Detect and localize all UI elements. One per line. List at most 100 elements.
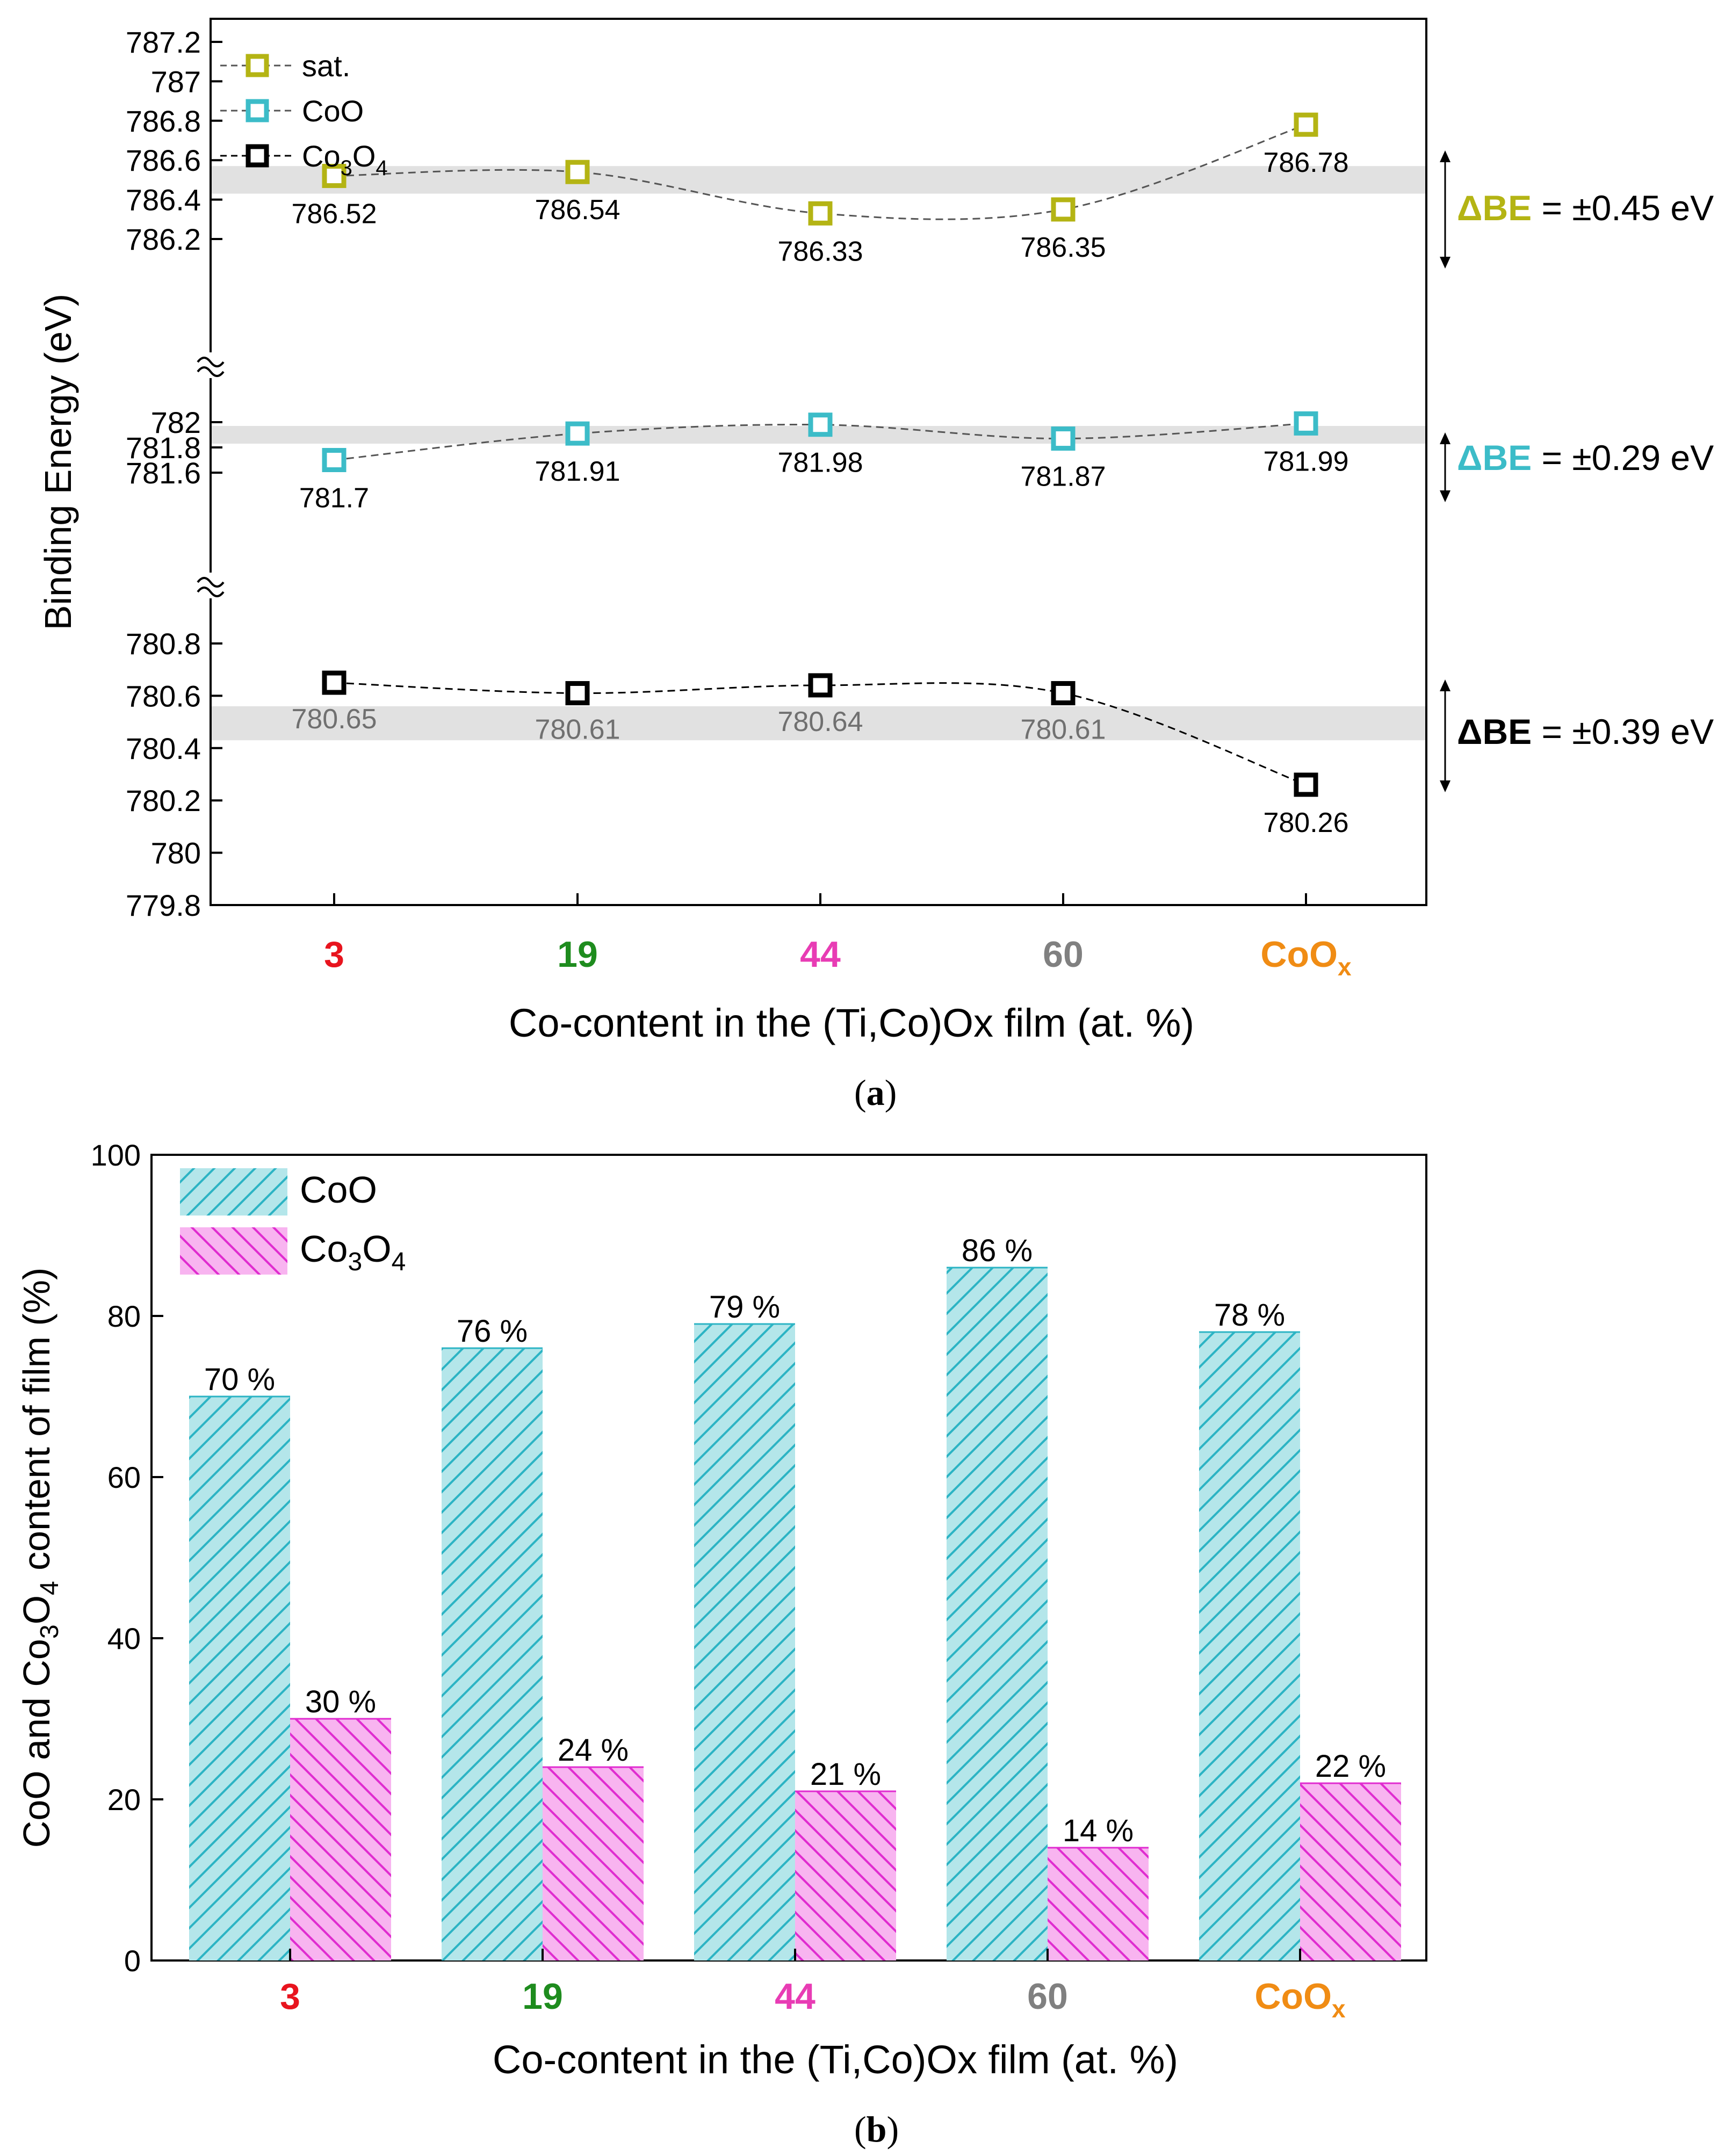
- y-tick-label: 786.6: [126, 143, 201, 177]
- data-label-CoO: 781.98: [777, 447, 863, 479]
- bar-label-CoO: 70 %: [204, 1362, 275, 1397]
- bar-label-CoO: 86 %: [962, 1233, 1033, 1268]
- y-axis-title: CoO and Co3O4 content of film (%): [16, 1268, 64, 1848]
- bar-CoO: [442, 1348, 543, 1960]
- y-tick-label: 780: [151, 836, 201, 870]
- data-label-Co3O4: 780.61: [535, 714, 620, 746]
- y-tick-label: 787.2: [126, 25, 201, 59]
- delta-annotation: ΔBE = ±0.45 eV: [1457, 188, 1714, 228]
- marker-CoO: [322, 448, 347, 472]
- data-label-CoO: 781.7: [299, 483, 369, 514]
- data-label-sat.: 786.78: [1263, 147, 1348, 178]
- marker-sat.: [1051, 197, 1076, 222]
- x-category-label: 19: [557, 934, 598, 975]
- bar-Co3O4: [1300, 1783, 1401, 1960]
- band-Co3O4: [212, 706, 1425, 741]
- bar-label-Co3O4: 21 %: [810, 1757, 881, 1792]
- delta-arrow-head: [1440, 432, 1450, 444]
- data-label-Co3O4: 780.64: [777, 706, 863, 737]
- data-label-Co3O4: 780.65: [291, 704, 377, 735]
- legend-marker-sat.: [246, 54, 269, 77]
- panel-label-a: (a): [854, 1072, 897, 1113]
- delta-annotation: ΔBE = ±0.29 eV: [1457, 438, 1714, 477]
- band-sat.: [212, 166, 1425, 194]
- chart-b: 0 20 40 60 80 100 70 % 76 % 79 % 86 % 78 % 30 % 24 %…: [16, 1138, 1427, 2082]
- legend-label-CoO: CoO: [300, 1169, 377, 1211]
- legend-marker-Co3O4: [246, 144, 269, 168]
- delta-arrow-head: [1440, 257, 1450, 269]
- bar-label-CoO: 78 %: [1214, 1298, 1285, 1333]
- axis-break-mark: [197, 366, 225, 377]
- data-label-Co3O4: 780.61: [1020, 714, 1106, 746]
- y-tick-label: 780.2: [126, 784, 201, 817]
- panel-label-b: (b): [854, 2109, 899, 2150]
- y-tick-label: 0: [124, 1944, 141, 1978]
- delta-arrow-head: [1440, 780, 1450, 792]
- legend-label-Co3O4: Co3O4: [302, 139, 388, 180]
- marker-Co3O4: [808, 673, 833, 698]
- series-line-sat.: [334, 124, 1307, 220]
- x-axis-title: Co-content in the (Ti,Co)Ox film (at. %): [493, 2037, 1178, 2082]
- x-category-label: CoOx: [1254, 1976, 1346, 2023]
- data-label-Co3O4: 780.26: [1263, 807, 1348, 838]
- marker-CoO: [1294, 411, 1318, 436]
- bar-label-CoO: 79 %: [709, 1290, 780, 1325]
- x-category-label: 44: [800, 934, 841, 975]
- x-category-label: CoOx: [1260, 934, 1352, 981]
- bar-Co3O4: [795, 1791, 896, 1960]
- bar-label-Co3O4: 22 %: [1315, 1749, 1386, 1784]
- bar-Co3O4: [290, 1719, 391, 1960]
- bar-CoO: [694, 1324, 795, 1960]
- legend-swatch-CoO: [180, 1168, 287, 1216]
- marker-Co3O4: [1051, 681, 1076, 706]
- delta-arrow-head: [1440, 490, 1450, 502]
- marker-Co3O4: [322, 670, 347, 695]
- y-tick-label: 40: [107, 1622, 141, 1655]
- bar-CoO: [189, 1397, 290, 1960]
- chart-a: 786.2786.4786.6786.8787787.2781.6781.878…: [37, 18, 1714, 1045]
- y-tick-label: 786.2: [126, 222, 201, 256]
- y-tick-label: 100: [91, 1138, 141, 1172]
- bar-label-Co3O4: 30 %: [305, 1684, 376, 1719]
- bar-Co3O4: [1048, 1848, 1149, 1960]
- bar-CoO: [1199, 1332, 1300, 1960]
- y-tick-label: 786.8: [126, 104, 201, 138]
- y-tick-label: 780.4: [126, 732, 201, 765]
- data-label-CoO: 781.91: [535, 456, 620, 487]
- x-category-label: 60: [1043, 934, 1084, 975]
- data-label-sat.: 786.35: [1020, 232, 1106, 263]
- data-label-sat.: 786.52: [291, 199, 377, 230]
- marker-Co3O4: [1294, 772, 1318, 797]
- x-category-label: 44: [775, 1976, 816, 2017]
- marker-CoO: [808, 413, 833, 437]
- y-tick-label: 779.8: [126, 888, 201, 922]
- y-tick-label: 781.6: [126, 456, 201, 490]
- bar-label-Co3O4: 24 %: [558, 1733, 629, 1768]
- y-tick-label: 80: [107, 1299, 141, 1333]
- bar-label-CoO: 76 %: [457, 1314, 528, 1349]
- delta-arrow-head: [1440, 679, 1450, 691]
- data-label-CoO: 781.99: [1263, 446, 1348, 477]
- legend-label-CoO: CoO: [302, 94, 364, 128]
- marker-CoO: [565, 421, 590, 446]
- data-label-sat.: 786.33: [777, 236, 863, 267]
- marker-CoO: [1051, 426, 1076, 451]
- y-tick-label: 786.4: [126, 183, 201, 217]
- data-label-sat.: 786.54: [535, 194, 620, 226]
- axis-break-mark: [197, 357, 225, 367]
- marker-sat.: [1294, 112, 1318, 137]
- marker-sat.: [565, 160, 590, 184]
- delta-arrow-head: [1440, 150, 1450, 162]
- y-tick-label: 20: [107, 1783, 141, 1817]
- bar-CoO: [947, 1268, 1048, 1960]
- axis-break-mark: [197, 577, 225, 588]
- delta-annotation: ΔBE = ±0.39 eV: [1457, 712, 1714, 751]
- x-category-label: 3: [324, 934, 344, 975]
- axis-break-mark: [197, 587, 225, 597]
- x-category-label: 3: [280, 1976, 300, 2017]
- y-tick-label: 60: [107, 1460, 141, 1494]
- y-tick-label: 781.8: [126, 431, 201, 465]
- plot-frame-a: [210, 18, 1427, 906]
- marker-sat.: [322, 164, 347, 189]
